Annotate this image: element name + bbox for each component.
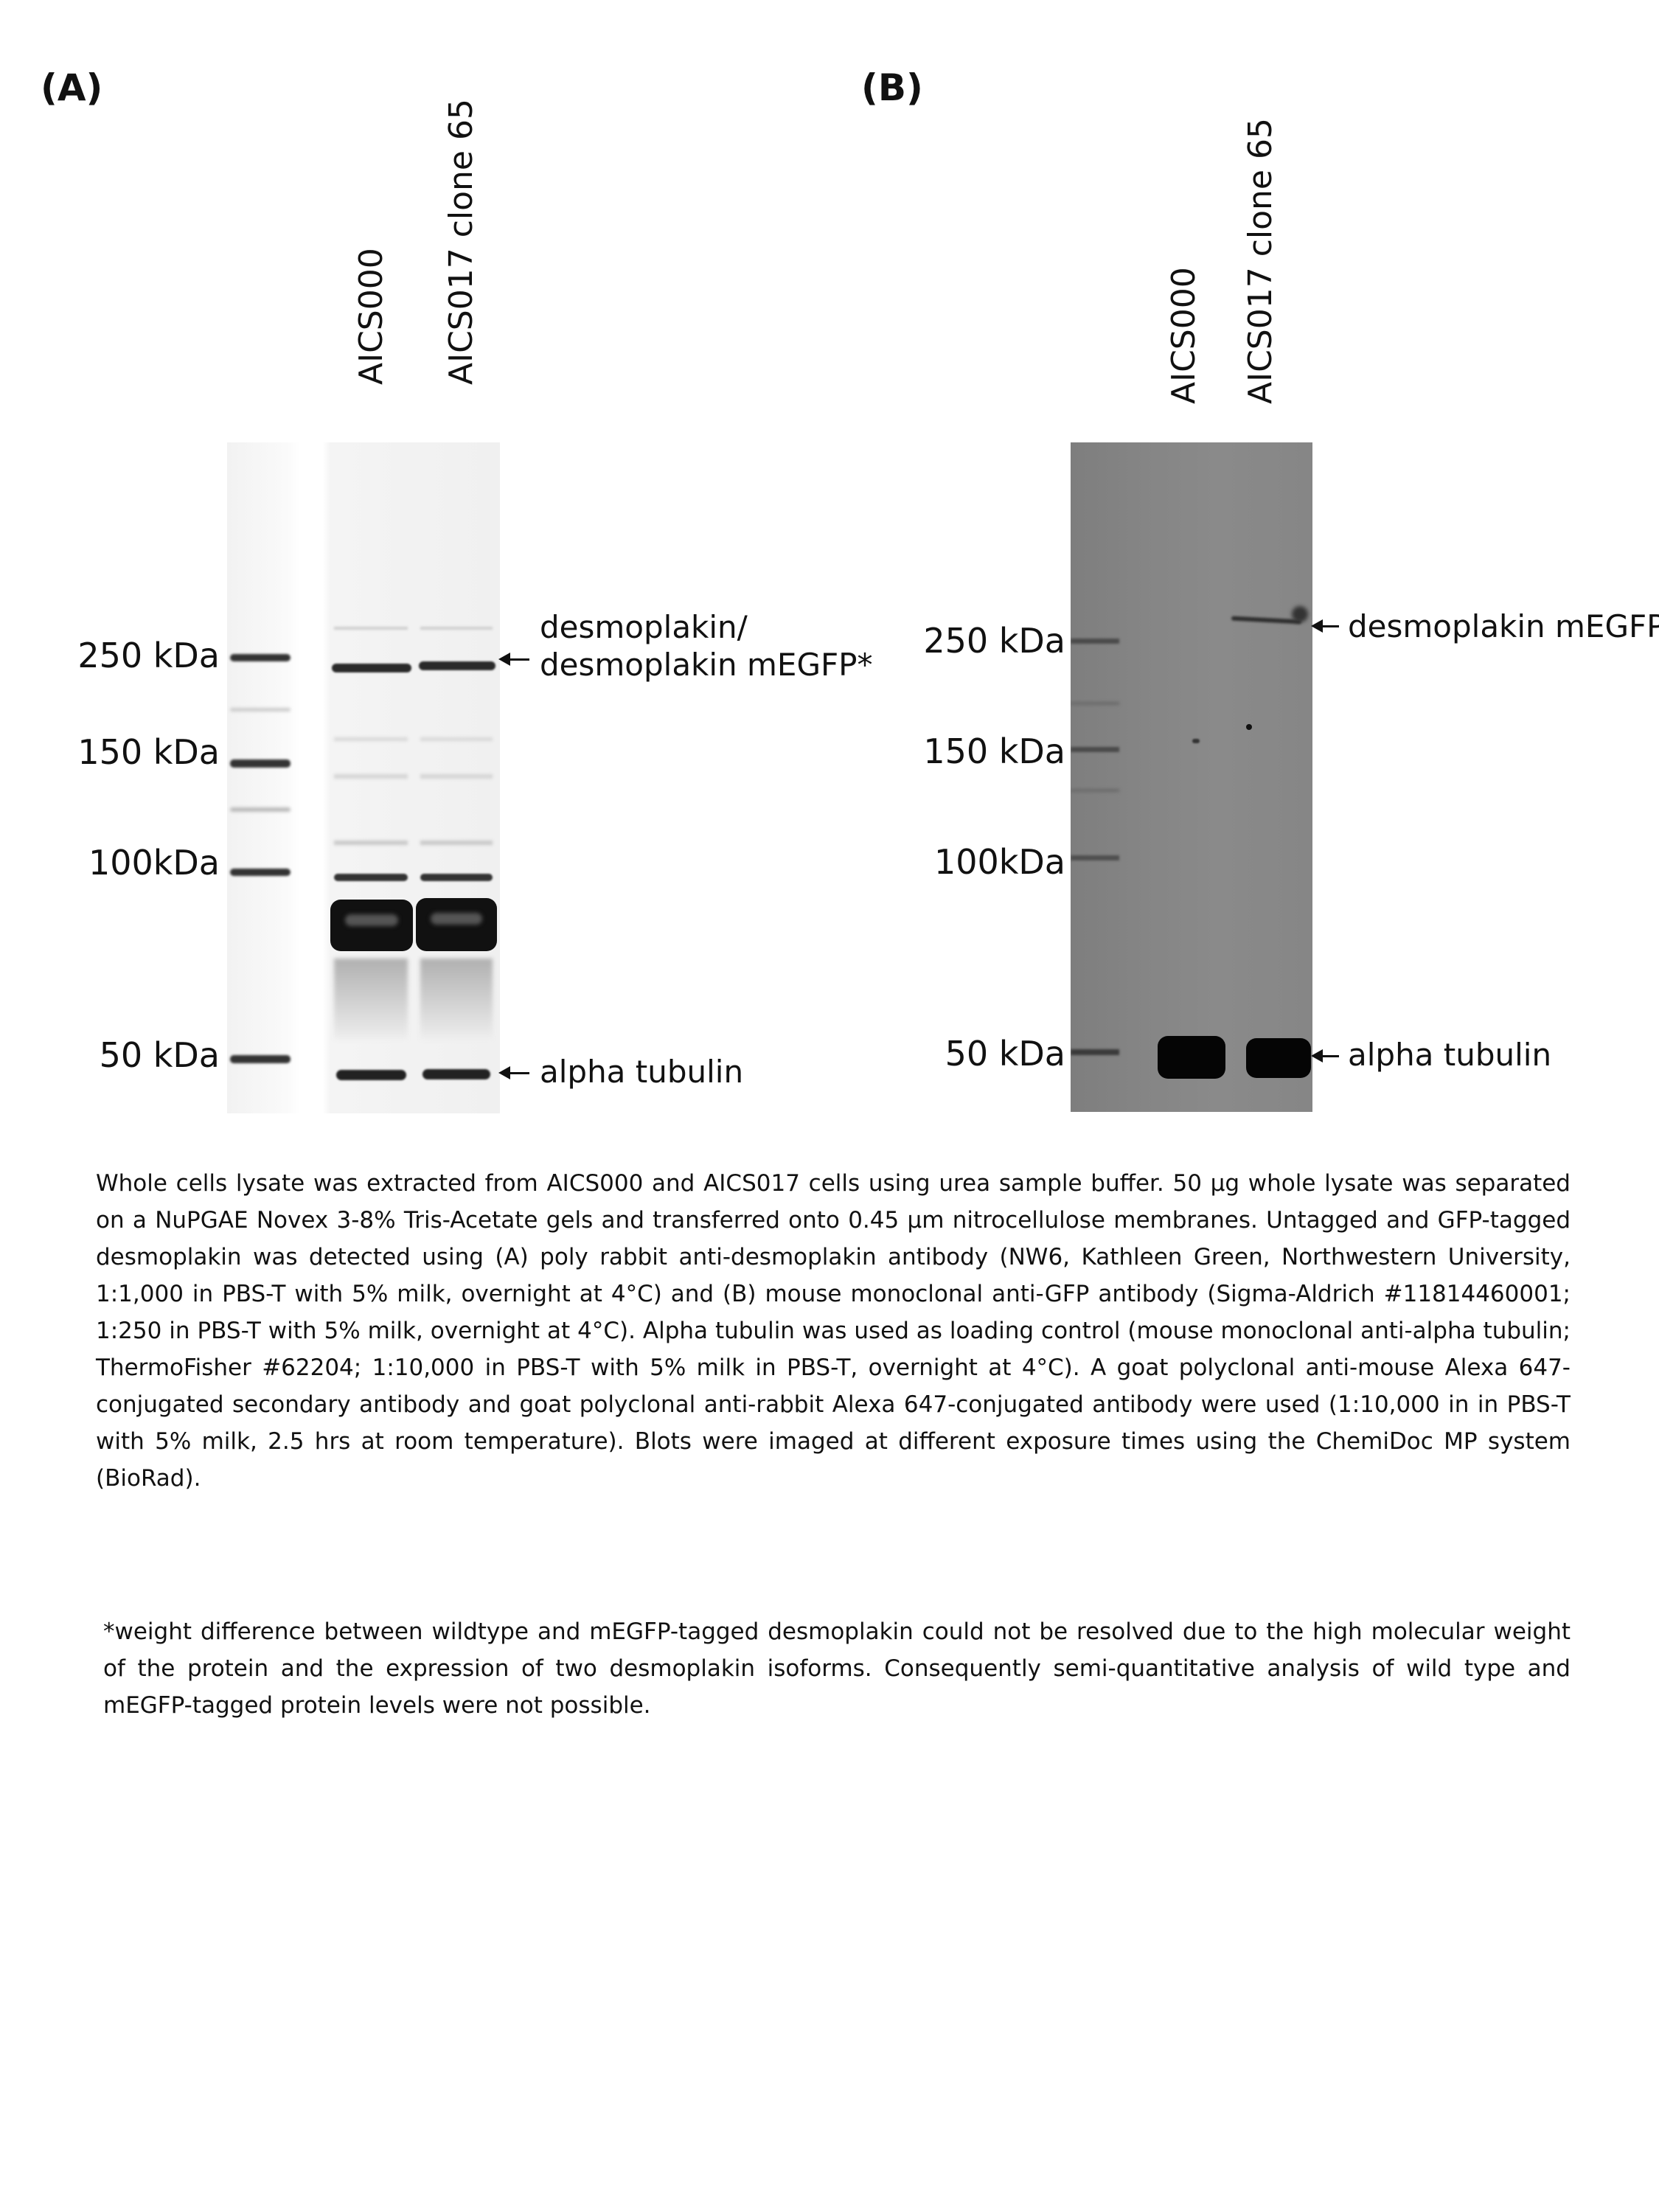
band-100kda-lane2 <box>420 874 493 881</box>
annotation-desmoplakin-a: desmoplakin/ desmoplakin mEGFP* <box>540 608 873 684</box>
ladder-band-50 <box>230 1055 291 1063</box>
arrow-desmoplakin-a <box>498 653 529 666</box>
ladder-band-250 <box>230 654 291 661</box>
marker-label-100-b: 100kDa <box>933 842 1065 882</box>
alpha-tubulin-band-lane2 <box>1246 1038 1311 1078</box>
western-blot-b <box>1071 442 1312 1112</box>
desmoplakin-band-lane2 <box>419 661 495 670</box>
ladder-band-50 <box>1071 1049 1119 1055</box>
lane-label-aics017-a: AICS017 clone 65 <box>442 99 480 385</box>
desmoplakin-band-lane1 <box>332 664 411 672</box>
smear-lane1 <box>334 959 408 1040</box>
faint-band-lane1 <box>334 774 408 779</box>
marker-label-250-a: 250 kDa <box>77 636 220 675</box>
marker-label-50-b: 50 kDa <box>945 1034 1065 1074</box>
ladder-faint-band <box>1071 789 1119 792</box>
faint-band-lane1 <box>334 737 408 741</box>
ladder-band-150 <box>1071 747 1119 752</box>
faint-band-lane1 <box>334 627 408 630</box>
marker-label-50-a: 50 kDa <box>99 1035 220 1075</box>
panel-b-label: (B) <box>861 66 923 109</box>
footnote: *weight difference between wildtype and … <box>103 1618 1571 1719</box>
annotation-desmoplakin-line2: desmoplakin mEGFP* <box>540 647 873 684</box>
western-blot-a <box>227 442 500 1113</box>
strong-band-highlight-lane2 <box>431 913 482 925</box>
alpha-tubulin-band-lane2 <box>422 1069 490 1079</box>
ladder-faint-band <box>230 807 291 812</box>
marker-label-150-b: 150 kDa <box>923 731 1065 771</box>
ladder-band-100 <box>230 869 291 876</box>
faint-band-lane2 <box>420 774 493 779</box>
ladder-faint-band <box>230 708 291 712</box>
alpha-tubulin-band-lane1 <box>336 1070 406 1080</box>
figure-caption: Whole cells lysate was extracted from AI… <box>96 1170 1571 1492</box>
ladder-band-250 <box>1071 639 1119 644</box>
arrow-tubulin-a <box>498 1066 529 1079</box>
arrow-tubulin-b <box>1311 1049 1339 1062</box>
desmoplakin-megfp-band-lane2 <box>1231 616 1302 625</box>
panel-a-label: (A) <box>41 66 103 109</box>
ladder-band-100 <box>1071 855 1119 860</box>
desmoplakin-megfp-smudge <box>1292 606 1308 622</box>
annotation-desmoplakin-b: desmoplakin mEGFP <box>1348 608 1659 644</box>
faint-band-lane2 <box>420 841 493 845</box>
ladder-band-150 <box>230 759 291 768</box>
annotation-tubulin-b: alpha tubulin <box>1348 1037 1552 1073</box>
ladder-faint-band <box>1071 702 1119 705</box>
faint-band-lane2 <box>420 737 493 741</box>
arrow-desmoplakin-b <box>1311 619 1339 633</box>
blot-speck <box>1192 739 1200 743</box>
strong-band-highlight-lane1 <box>345 914 398 926</box>
lane-label-aics000-a: AICS000 <box>352 248 390 385</box>
marker-label-150-a: 150 kDa <box>77 732 220 772</box>
band-100kda-lane1 <box>334 874 408 881</box>
lane-label-aics000-b: AICS000 <box>1165 267 1203 404</box>
lane-label-aics017-b: AICS017 clone 65 <box>1242 118 1279 404</box>
smear-lane2 <box>420 959 493 1040</box>
annotation-tubulin-a: alpha tubulin <box>540 1054 744 1090</box>
faint-band-lane1 <box>334 841 408 845</box>
marker-label-250-b: 250 kDa <box>923 621 1065 661</box>
blot-speck <box>1246 724 1252 730</box>
annotation-desmoplakin-line1: desmoplakin/ <box>540 609 748 645</box>
faint-band-lane2 <box>420 627 493 630</box>
strong-band-lane2 <box>416 898 497 951</box>
alpha-tubulin-band-lane1 <box>1158 1036 1225 1079</box>
marker-label-100-a: 100kDa <box>88 843 220 883</box>
